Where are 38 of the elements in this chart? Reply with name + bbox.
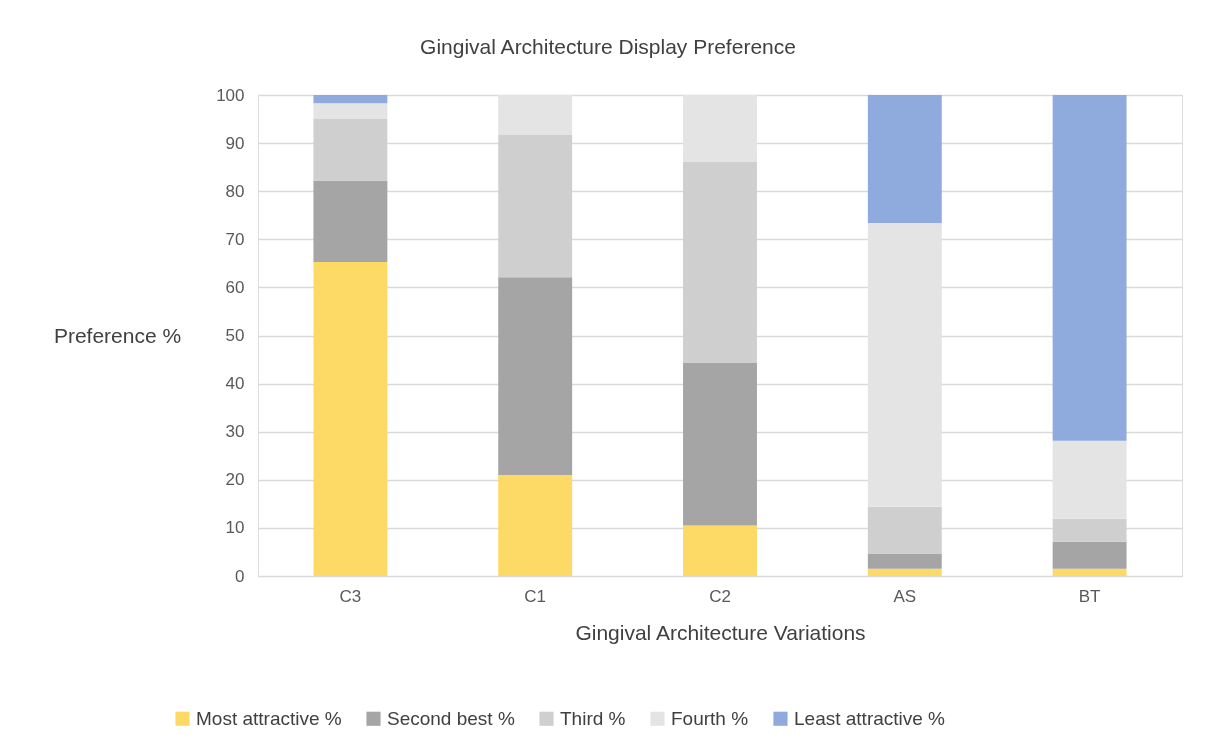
bar [867,95,942,223]
bar [498,277,573,475]
bar [313,180,388,262]
y-tick-label: 0 [235,566,245,586]
y-tick-label: 100 [216,85,245,105]
y-tick-label: 20 [225,470,245,490]
x-tick-label: BT [1078,586,1101,606]
bar [867,553,942,569]
x-tick-label: C1 [524,586,547,606]
legend-label: Third % [560,707,626,729]
y-tick-label: 60 [225,277,245,297]
bar [1052,568,1127,576]
bar [1052,541,1127,569]
bar [867,568,942,576]
x-tick-label: C3 [339,586,362,606]
x-tick-label: C2 [709,586,731,606]
bar [683,362,757,526]
legend-label: Least attractive % [794,707,946,729]
y-tick-label: 70 [225,229,245,249]
bar [313,103,388,120]
chart-title: Gingival Architecture Display Preference [420,35,796,58]
y-axis-title: Preference % [53,323,182,347]
bar [683,525,757,576]
y-tick-label: 50 [225,326,245,345]
bar [1052,95,1127,441]
y-tick-label: 30 [225,422,245,442]
x-axis-title: Gingival Architecture Variations [575,620,866,644]
bar [313,261,388,576]
y-tick-label: 40 [225,374,245,394]
y-tick-label: 80 [225,181,245,201]
legend-label: Most attractive % [196,707,342,729]
bar [498,474,573,576]
legend-label: Second best % [387,707,515,729]
y-tick-label: 90 [225,133,245,153]
legend-label: Fourth % [671,707,749,729]
bar [313,95,388,104]
y-tick-label: 10 [225,518,245,538]
x-tick-label: AS [893,586,917,606]
